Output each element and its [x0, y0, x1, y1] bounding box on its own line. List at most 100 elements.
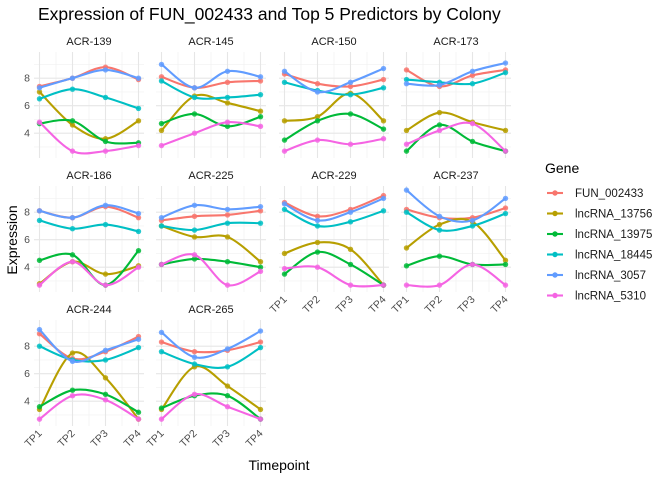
data-point [469, 138, 476, 145]
data-point [135, 228, 142, 235]
data-point [347, 111, 354, 117]
legend-item: lncRNA_3057 [547, 270, 646, 282]
data-point [380, 65, 387, 72]
facet-panel-acr-265: ACR-265 TP1 TP2 TP3 TP4 [145, 304, 266, 450]
x-tick-label: TP4 [122, 428, 144, 450]
data-point [347, 83, 354, 90]
series-line-lncrna-18445 [405, 71, 507, 86]
data-point [158, 339, 165, 345]
data-point [281, 271, 288, 277]
series-line-lncrna-18445 [160, 221, 262, 232]
facet-panel-acr-173: ACR-173 [401, 36, 511, 158]
series-line-lncrna-13756 [160, 365, 262, 411]
facet-strip-label: ACR-150 [311, 36, 356, 48]
data-point [403, 245, 410, 251]
series-line-lncrna-3057 [283, 67, 385, 94]
data-point [436, 253, 443, 259]
legend: Gene FUN_002433 lncRNA_13756 lncRNA_13975l… [545, 160, 652, 303]
facet-strip-label: ACR-186 [66, 170, 111, 182]
data-point [436, 227, 443, 233]
series-line-lncrna-5310 [38, 393, 140, 421]
series-line-lncrna-13756 [283, 92, 385, 122]
x-tick-label: TP2 [301, 294, 323, 316]
data-point [69, 259, 76, 265]
data-point [191, 130, 198, 136]
data-point [69, 214, 76, 221]
data-point [281, 250, 288, 257]
data-point [257, 108, 264, 114]
data-point [257, 416, 264, 422]
data-point [102, 94, 109, 101]
data-point [224, 259, 231, 265]
data-point [347, 91, 354, 98]
legend-item: lncRNA_13975 [547, 229, 652, 241]
data-point [36, 404, 43, 410]
data-point [135, 248, 142, 254]
facet-panel-acr-145: ACR-145 [156, 36, 266, 158]
data-point [69, 252, 76, 258]
data-point [135, 142, 142, 149]
data-point [102, 282, 109, 288]
data-point [224, 206, 231, 213]
x-tick-label: TP3 [211, 428, 233, 450]
data-point [502, 148, 509, 154]
series-line-lncrna-13756 [38, 90, 140, 140]
data-point [380, 136, 387, 142]
data-point [102, 148, 109, 154]
x-tick-label: TP1 [268, 294, 290, 316]
data-point [314, 114, 321, 120]
data-point [135, 75, 142, 81]
data-point [469, 217, 476, 224]
x-axis-title: Timepoint [249, 457, 310, 473]
series-line-lncrna-3057 [405, 189, 507, 223]
series-line-lncrna-13975 [38, 388, 140, 414]
data-point [469, 80, 476, 87]
data-point [135, 210, 142, 217]
data-point [135, 409, 142, 415]
data-point [380, 126, 387, 132]
data-point [158, 120, 165, 127]
data-point [69, 225, 76, 232]
facet-strip-label: ACR-229 [311, 170, 356, 182]
x-tick-label: TP3 [334, 294, 356, 316]
chart-title: Expression of FUN_002433 and Top 5 Predi… [38, 4, 501, 25]
data-point [281, 79, 288, 85]
data-point [314, 89, 321, 95]
x-tick-label: TP3 [89, 428, 111, 450]
facet-panel-acr-139: ACR-139 4 6 8 [24, 36, 144, 158]
data-point [102, 375, 109, 381]
series-line-lncrna-3057 [38, 204, 140, 219]
data-point [191, 391, 198, 398]
series-line-lncrna-3057 [160, 203, 262, 219]
data-point [158, 127, 165, 134]
data-point [281, 206, 288, 213]
data-point [191, 202, 198, 208]
series-line-lncrna-13756 [160, 224, 262, 263]
data-point [436, 213, 443, 219]
data-point [158, 78, 165, 84]
data-point [36, 282, 43, 288]
series-line-fun-002433 [283, 72, 385, 88]
facet-panel-acr-225: ACR-225 [156, 170, 266, 292]
series-line-lncrna-13975 [283, 112, 385, 142]
series-line-lncrna-18445 [283, 81, 385, 96]
data-point [380, 282, 387, 288]
data-point [191, 256, 198, 262]
data-point [403, 76, 410, 83]
data-point [257, 123, 264, 130]
x-tick-label: TP4 [244, 428, 266, 450]
series-line-fun-002433 [160, 209, 262, 222]
facet-strip-label: ACR-139 [66, 36, 111, 48]
data-point [191, 348, 198, 355]
data-point [102, 202, 109, 208]
data-point [224, 393, 231, 399]
data-point [281, 137, 288, 143]
data-point [191, 213, 198, 219]
data-point [257, 78, 264, 84]
legend-item: lncRNA_13756 [547, 209, 652, 221]
x-tick-label: TP1 [390, 294, 412, 316]
data-point [135, 214, 142, 221]
data-point [436, 282, 443, 288]
series-line-fun-002433 [283, 194, 385, 218]
series-line-lncrna-3057 [160, 329, 262, 359]
